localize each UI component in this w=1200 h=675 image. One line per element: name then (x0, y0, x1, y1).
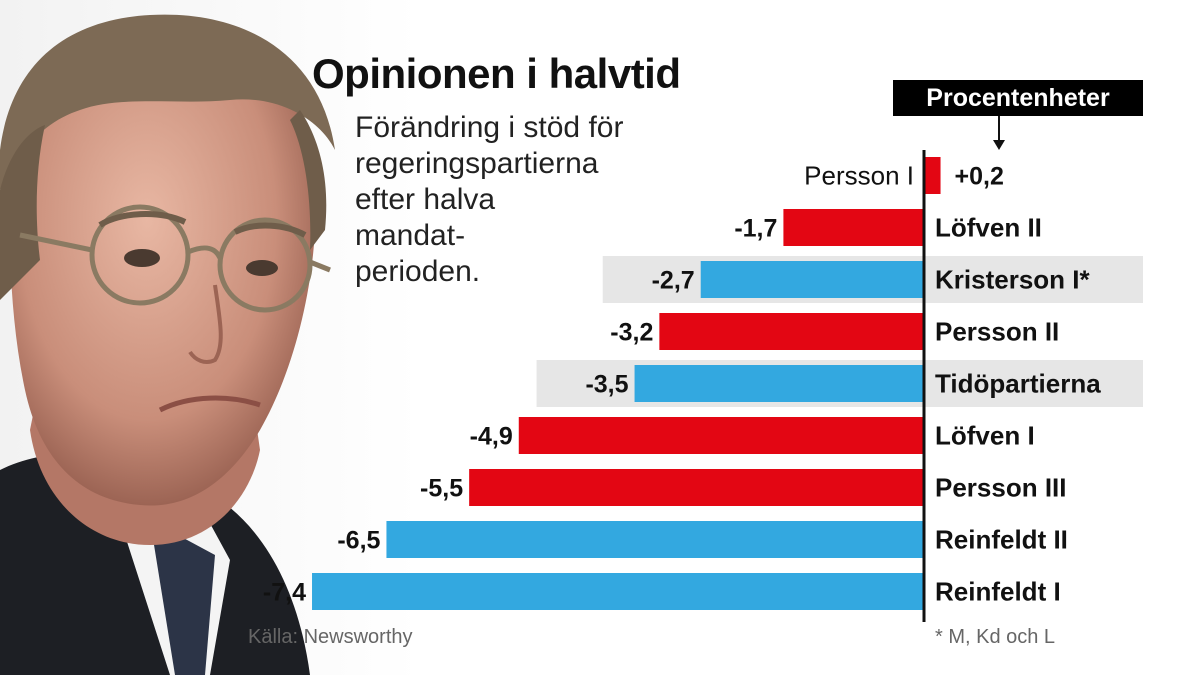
value-label: -5,5 (420, 475, 463, 503)
subtitle-line: perioden. (355, 255, 481, 288)
category-label: Tidöpartierna (935, 369, 1101, 399)
category-label: Kristerson I* (935, 265, 1090, 295)
value-label: -4,9 (470, 423, 513, 451)
source-note: Källa: Newsworthy (248, 626, 413, 648)
category-label: Persson II (935, 317, 1059, 347)
footnote: * M, Kd och L (935, 626, 1056, 648)
value-label: +0,2 (955, 163, 1004, 191)
bar (700, 261, 924, 298)
bar (518, 417, 924, 454)
subtitle-line: mandat- (355, 219, 466, 252)
chart-title: Opinionen i halvtid (312, 50, 681, 97)
value-label: -6,5 (337, 527, 380, 555)
subtitle-line: regeringspartierna (355, 147, 599, 180)
chart-subtitle: Förändring i stöd för regeringspartierna… (355, 110, 695, 290)
subtitle-line: Förändring i stöd för (355, 111, 624, 144)
category-label: Löfven II (935, 213, 1042, 243)
bar (634, 365, 924, 402)
bar (924, 157, 941, 194)
unit-arrow-head (993, 140, 1005, 150)
politician-photo (0, 0, 420, 675)
bar (312, 573, 924, 610)
category-label: Löfven I (935, 421, 1035, 451)
value-label: -7,4 (263, 579, 306, 607)
value-label: -1,7 (734, 215, 777, 243)
bar (469, 469, 924, 506)
unit-label: Procentenheter (893, 80, 1143, 116)
category-label: Persson I (804, 161, 914, 191)
value-label: -3,2 (610, 319, 653, 347)
category-label: Persson III (935, 473, 1067, 503)
category-label: Reinfeldt II (935, 525, 1068, 555)
value-label: -3,5 (585, 371, 628, 399)
bar (659, 313, 924, 350)
value-label: -2,7 (652, 267, 695, 295)
bar (783, 209, 924, 246)
subtitle-line: efter halva (355, 183, 496, 216)
category-label: Reinfeldt I (935, 577, 1061, 607)
bar (386, 521, 924, 558)
